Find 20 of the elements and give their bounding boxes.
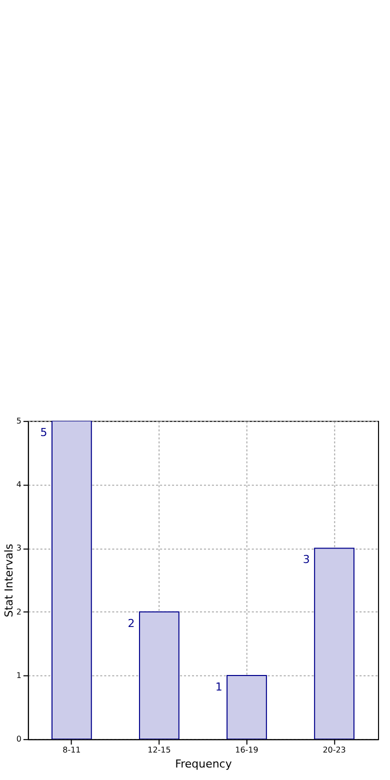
bar xyxy=(139,611,180,740)
y-tick-label: 4 xyxy=(16,480,22,490)
x-tick-label: 8-11 xyxy=(62,746,81,755)
y-tick-label: 0 xyxy=(16,734,22,744)
bar xyxy=(52,420,92,740)
y-axis-title: Stat Intervals xyxy=(2,543,16,618)
x-tick-label: 20-23 xyxy=(322,746,346,755)
y-tick-label: 1 xyxy=(16,670,22,680)
y-tick-label: 2 xyxy=(16,607,22,616)
x-tick-label: 16-19 xyxy=(235,746,258,755)
x-tick-label: 12-15 xyxy=(148,746,171,755)
data-label: 2 xyxy=(128,616,135,630)
bar xyxy=(314,548,354,740)
x-axis-title: Frequency xyxy=(175,758,232,771)
bar xyxy=(226,674,267,740)
data-label: 5 xyxy=(40,426,48,439)
y-tick-label: 3 xyxy=(16,544,22,553)
y-tick-label: 5 xyxy=(16,416,22,426)
data-label: 3 xyxy=(302,553,310,566)
data-label: 1 xyxy=(215,680,222,694)
